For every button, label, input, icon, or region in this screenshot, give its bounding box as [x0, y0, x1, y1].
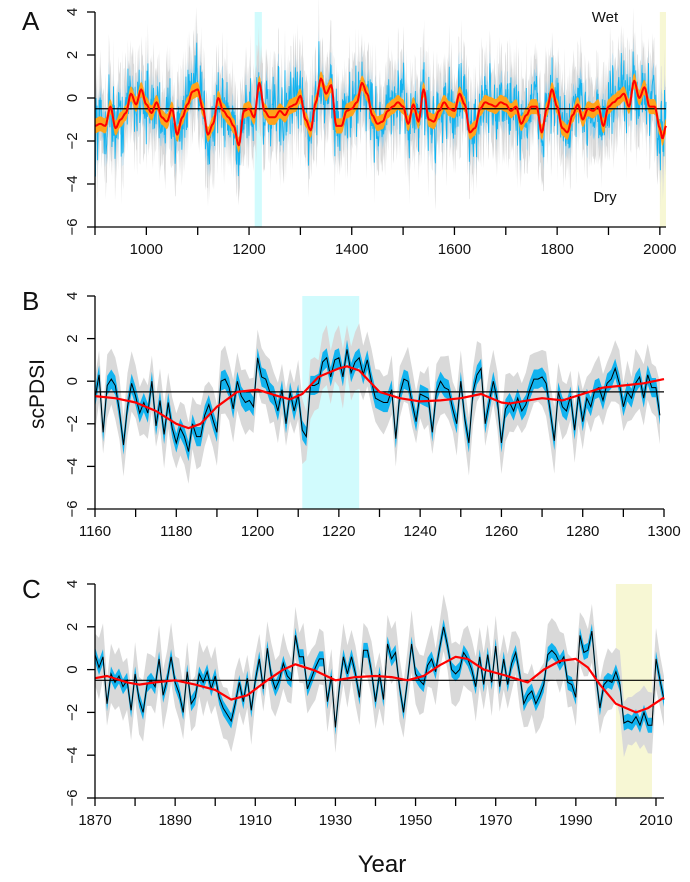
y-tick-label: 2 [64, 334, 81, 342]
y-tick-label: 4 [64, 580, 81, 588]
y-tick-label: 0 [64, 377, 81, 385]
y-tick-label: −4 [64, 458, 81, 475]
x-tick-label: 1220 [322, 523, 355, 540]
annotation-dry: Dry [593, 189, 617, 206]
inner-uncertainty-band [95, 339, 660, 462]
x-tick-label: 1200 [241, 523, 274, 540]
smooth-series-line [94, 365, 665, 430]
x-tick-label: 1970 [479, 812, 512, 829]
y-tick-label: −2 [64, 415, 81, 432]
panel-B: B −6 −4 −2 0 2 4 1160 1180 1200 1220 1240 1260 1280 13… [22, 286, 681, 540]
x-tick-label: 2000 [643, 241, 676, 258]
panel-letter: A [22, 6, 40, 36]
x-tick-label: 1200 [232, 241, 265, 258]
y-tick-label: −6 [64, 500, 81, 517]
x-tick-label: 1890 [158, 812, 191, 829]
x-axis-label: Year [358, 851, 407, 878]
x-tick-label: 1280 [566, 523, 599, 540]
x-tick-label: 1950 [399, 812, 432, 829]
x-tick-label: 1300 [647, 523, 680, 540]
x-tick-label: 1240 [403, 523, 436, 540]
x-tick-label: 1260 [485, 523, 518, 540]
y-tick-label: −4 [64, 747, 81, 764]
y-tick-label: −6 [64, 789, 81, 806]
annotation-wet: Wet [592, 9, 619, 26]
smooth-series-line [94, 77, 667, 147]
panel-letter: C [22, 574, 41, 604]
x-tick-label: 1000 [130, 241, 163, 258]
x-tick-label: 1870 [78, 812, 111, 829]
x-tick-label: 1990 [559, 812, 592, 829]
y-tick-label: −2 [64, 132, 81, 149]
x-tick-label: 1180 [160, 523, 192, 540]
y-tick-label: 0 [64, 665, 81, 673]
x-tick-label: 1910 [239, 812, 272, 829]
y-tick-label: −4 [64, 175, 81, 192]
y-tick-label: 4 [64, 292, 81, 300]
x-tick-label: 1600 [438, 241, 471, 258]
y-tick-label: −2 [64, 704, 81, 721]
panel-C: C −6 −4 −2 0 2 4 1870 1890 1910 1930 1950 1970 1990 20… [22, 574, 673, 829]
annual-series-line [94, 349, 661, 452]
y-axis-label: scPDSI [26, 359, 49, 429]
panel-A: A Wet Dry −6 −4 −2 0 2 4 1000 1200 1400 1600 1800 2000 [22, 0, 677, 258]
panel-letter: B [22, 286, 39, 316]
y-tick-label: 2 [64, 51, 81, 59]
y-tick-label: 4 [64, 8, 81, 16]
annual-series-line [94, 626, 665, 728]
x-tick-label: 1400 [335, 241, 368, 258]
y-tick-label: 0 [64, 94, 81, 102]
y-tick-label: −6 [64, 218, 81, 235]
x-tick-label: 1930 [319, 812, 352, 829]
x-tick-label: 1160 [79, 523, 111, 540]
y-tick-label: 2 [64, 623, 81, 631]
smooth-series-line [94, 655, 665, 714]
x-tick-label: 1800 [540, 241, 573, 258]
x-tick-label: 2010 [639, 812, 672, 829]
